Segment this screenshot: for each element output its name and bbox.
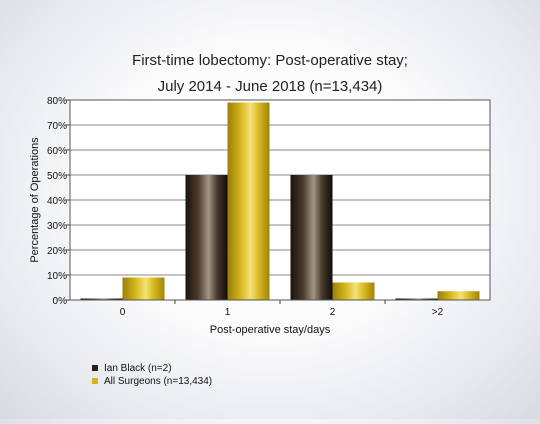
bar-ian-black-2 (290, 175, 333, 300)
legend: Ian Black (n=2) All Surgeons (n=13,434) (92, 363, 212, 387)
bars (80, 102, 480, 300)
x-tick-label: 2 (330, 307, 336, 318)
x-tick-label: 0 (120, 307, 126, 318)
y-tick-label: 40% (47, 196, 67, 207)
chart-title-line-1: First-time lobectomy: Post-operative sta… (132, 52, 408, 69)
x-axis-label: Post-operative stay/days (210, 324, 331, 336)
x-tick-label: 1 (225, 307, 231, 318)
y-tick-label: 60% (47, 146, 67, 157)
legend-swatch-ian-black (92, 365, 98, 371)
legend-label-ian-black: Ian Black (n=2) (104, 363, 172, 374)
x-tick-label: >2 (432, 307, 444, 318)
y-tick-label: 10% (47, 271, 67, 282)
tick-labels: 0% 10% 20% 30% 40% 50% 60% 70% 80% 0 1 2 >2 (47, 96, 444, 318)
y-tick-label: 30% (47, 221, 67, 232)
bar-ian-black-1 (185, 175, 228, 300)
bar-ian-black-0 (80, 298, 123, 300)
axes (66, 99, 491, 304)
bar-all-surgeons-1 (227, 102, 270, 300)
chart-title-line-2: July 2014 - June 2018 (n=13,434) (158, 78, 383, 95)
y-tick-label: 70% (47, 121, 67, 132)
bar-all-surgeons-2 (332, 282, 375, 300)
bar-ian-black-3 (395, 298, 438, 300)
bar-all-surgeons-3 (437, 291, 480, 300)
y-tick-label: 80% (47, 96, 67, 107)
y-tick-label: 50% (47, 171, 67, 182)
y-axis-label: Percentage of Operations (29, 137, 41, 263)
legend-label-all-surgeons: All Surgeons (n=13,434) (104, 376, 212, 387)
y-tick-label: 20% (47, 246, 67, 257)
bar-all-surgeons-0 (122, 277, 165, 300)
y-tick-label: 0% (53, 296, 68, 307)
legend-swatch-all-surgeons (92, 378, 98, 384)
